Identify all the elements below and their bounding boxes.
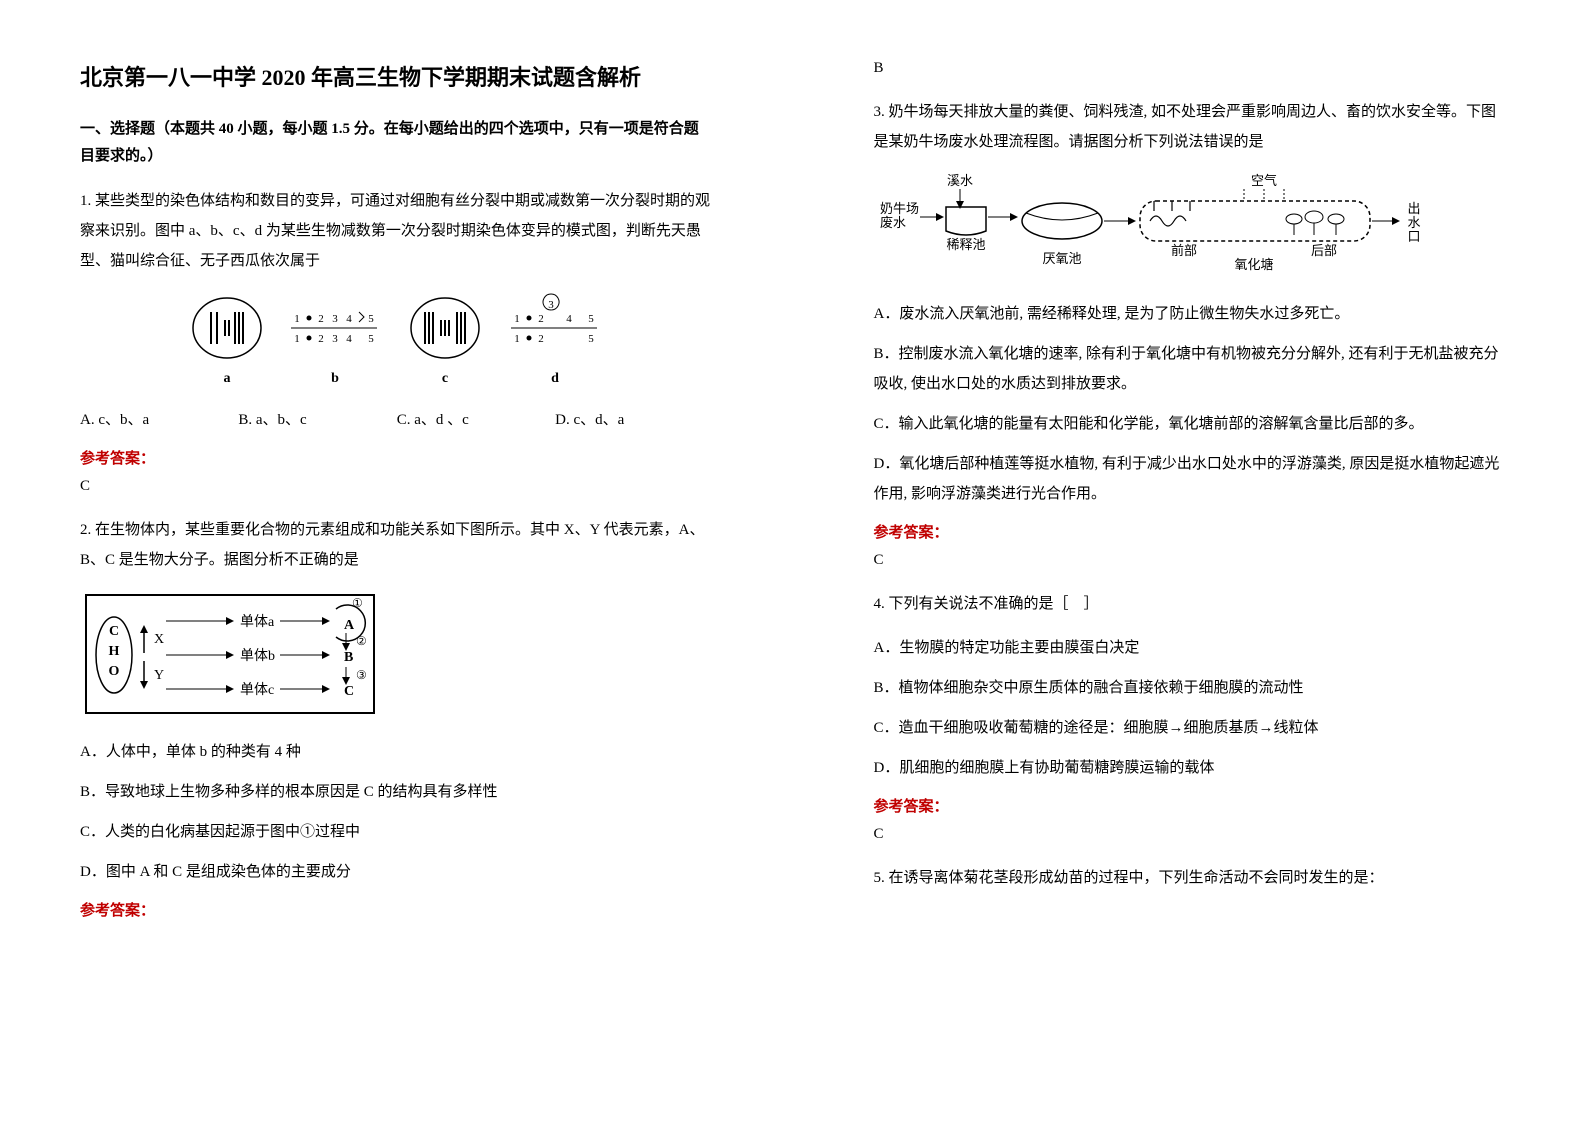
svg-text:1: 1 (294, 313, 300, 325)
q4-optC: C．造血干细胞吸收葡萄糖的途径是：细胞膜→细胞质基质→线粒体 (874, 713, 1508, 743)
svg-text:3: 3 (332, 313, 338, 325)
q3-answer: C (874, 552, 1508, 569)
label-xishui: 溪水 (946, 173, 972, 188)
label-feishui: 奶牛场 (880, 201, 919, 216)
svg-text:1: 1 (514, 313, 520, 325)
svg-text:废水: 废水 (880, 215, 906, 230)
q1-answer: C (80, 478, 714, 495)
q1-optA: A. c、b、a (80, 408, 238, 429)
q3-optD: D．氧化塘后部种植莲等挺水植物, 有利于减少出水口处水中的浮游藻类, 原因是挺水… (874, 449, 1508, 509)
q1-answer-label: 参考答案： (80, 447, 714, 468)
q3-figure: 溪水 奶牛场 废水 稀释池 厌氧池 前部 空气 (874, 171, 1508, 281)
svg-text:氧化塘: 氧化塘 (1234, 257, 1273, 272)
svg-text:C: C (344, 684, 354, 699)
svg-text:单体b: 单体b (240, 648, 275, 664)
q4-optD: D．肌细胞的细胞膜上有协助葡萄糖跨膜运输的载体 (874, 753, 1508, 783)
svg-text:A: A (344, 618, 355, 633)
svg-text:5: 5 (368, 333, 374, 345)
svg-text:口: 口 (1407, 229, 1420, 244)
svg-text:单体c: 单体c (240, 682, 274, 698)
q4-optB: B．植物体细胞杂交中原生质体的融合直接依赖于细胞膜的流动性 (874, 673, 1508, 703)
svg-text:3: 3 (548, 299, 554, 311)
q1-optD: D. c、d、a (555, 408, 713, 429)
q4-optA: A．生物膜的特定功能主要由膜蛋白决定 (874, 633, 1508, 663)
q2-optA: A．人体中，单体 b 的种类有 4 种 (80, 737, 714, 767)
q1-options: A. c、b、a B. a、b、c C. a、d 、c D. c、d、a (80, 408, 714, 429)
q3-optC: C．输入此氧化塘的能量有太阳能和化学能，氧化塘前部的溶解氧含量比后部的多。 (874, 409, 1508, 439)
svg-text:2: 2 (318, 313, 324, 325)
q3-optA: A．废水流入厌氧池前, 需经稀释处理, 是为了防止微生物失水过多死亡。 (874, 299, 1508, 329)
svg-text:d: d (551, 371, 559, 386)
svg-text:5: 5 (588, 313, 594, 325)
svg-text:O: O (109, 664, 120, 679)
q1-optC: C. a、d 、c (397, 408, 555, 429)
right-column: B 3. 奶牛场每天排放大量的粪便、饲料残渣, 如不处理会严重影响周边人、畜的饮… (794, 60, 1587, 1062)
svg-text:3: 3 (332, 333, 338, 345)
svg-text:H: H (109, 644, 120, 659)
q1-stem: 1. 某些类型的染色体结构和数目的变异，可通过对细胞有丝分裂中期或减数第一次分裂… (80, 186, 714, 276)
svg-text:①: ① (352, 596, 363, 610)
svg-text:单体a: 单体a (240, 614, 275, 630)
svg-text:前部: 前部 (1170, 243, 1196, 258)
svg-text:2: 2 (318, 333, 324, 345)
q1-figure: a 1234 5 12345 b c 12 345 (80, 290, 714, 390)
q2-answer: B (874, 60, 1508, 77)
q3-stem: 3. 奶牛场每天排放大量的粪便、饲料残渣, 如不处理会严重影响周边人、畜的饮水安… (874, 97, 1508, 157)
svg-text:稀释池: 稀释池 (946, 237, 985, 252)
svg-text:4: 4 (566, 313, 572, 325)
svg-text:X: X (154, 632, 164, 647)
q2-optD: D．图中 A 和 C 是组成染色体的主要成分 (80, 857, 714, 887)
q2-stem: 2. 在生物体内，某些重要化合物的元素组成和功能关系如下图所示。其中 X、Y 代… (80, 515, 714, 575)
svg-text:2: 2 (538, 313, 544, 325)
svg-text:b: b (331, 371, 339, 386)
svg-text:C: C (109, 624, 119, 639)
q2-optC: C．人类的白化病基因起源于图中①过程中 (80, 817, 714, 847)
q4-stem: 4. 下列有关说法不准确的是［ ］ (874, 589, 1508, 619)
svg-text:空气: 空气 (1250, 173, 1276, 188)
svg-text:a: a (223, 371, 230, 386)
svg-text:4: 4 (346, 313, 352, 325)
svg-text:1: 1 (294, 333, 300, 345)
q2-figure: C H O X Y 单体a 单体b 单体c (80, 589, 714, 719)
svg-text:出: 出 (1407, 201, 1420, 216)
svg-text:厌氧池: 厌氧池 (1042, 251, 1081, 266)
q4-answer: C (874, 826, 1508, 843)
svg-text:5: 5 (588, 333, 594, 345)
svg-text:水: 水 (1407, 215, 1420, 230)
svg-text:c: c (442, 371, 448, 386)
svg-text:③: ③ (356, 668, 367, 682)
svg-text:B: B (344, 650, 353, 665)
section-1-heading: 一、选择题（本题共 40 小题，每小题 1.5 分。在每小题给出的四个选项中，只… (80, 116, 714, 170)
q1-optB: B. a、b、c (238, 408, 396, 429)
q4-answer-label: 参考答案： (874, 795, 1508, 816)
svg-text:1: 1 (514, 333, 520, 345)
exam-title: 北京第一八一中学 2020 年高三生物下学期期末试题含解析 (80, 60, 714, 92)
q2-answer-label: 参考答案： (80, 899, 714, 920)
svg-text:②: ② (356, 634, 367, 648)
q3-optB: B．控制废水流入氧化塘的速率, 除有利于氧化塘中有机物被充分分解外, 还有利于无… (874, 339, 1508, 399)
left-column: 北京第一八一中学 2020 年高三生物下学期期末试题含解析 一、选择题（本题共 … (0, 60, 794, 1062)
q3-answer-label: 参考答案： (874, 521, 1508, 542)
svg-text:5: 5 (368, 313, 374, 325)
svg-text:2: 2 (538, 333, 544, 345)
q5-stem: 5. 在诱导离体菊花茎段形成幼苗的过程中，下列生命活动不会同时发生的是： (874, 863, 1508, 893)
svg-text:4: 4 (346, 333, 352, 345)
svg-text:Y: Y (154, 668, 164, 683)
svg-text:后部: 后部 (1310, 243, 1336, 258)
q2-optB: B．导致地球上生物多种多样的根本原因是 C 的结构具有多样性 (80, 777, 714, 807)
